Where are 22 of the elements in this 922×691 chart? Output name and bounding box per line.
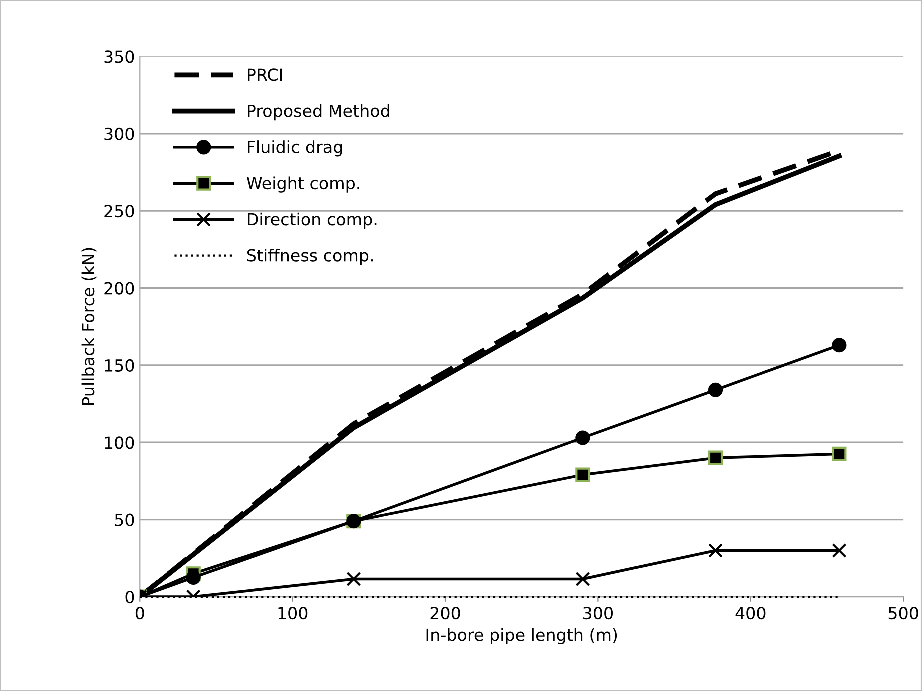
legend-label: PRCI [248, 68, 282, 82]
x-axis-title: In-bore pipe length (m) [426, 628, 618, 645]
legend-label: Weight comp. [246, 176, 360, 193]
legend-label: Stiffness comp. [247, 248, 374, 266]
y-tick-label: 150 [105, 359, 134, 372]
x-tick-label: 400 [736, 607, 766, 620]
x-tick-label: 500 [888, 607, 918, 620]
y-tick-label: 250 [104, 205, 134, 218]
legend-label: Fluidic drag [248, 140, 342, 157]
y-tick-label: 100 [105, 436, 134, 450]
y-tick-label: 0 [126, 590, 134, 604]
x-tick-label: 300 [584, 607, 613, 620]
y-tick-label: 200 [104, 282, 134, 295]
legend-label: Direction comp. [248, 212, 377, 229]
x-tick-label: 200 [430, 607, 460, 620]
y-tick-label: 50 [115, 514, 134, 526]
legend-label: Proposed Method [248, 104, 390, 121]
x-tick-label: 0 [136, 607, 144, 620]
y-tick-label: 300 [104, 128, 134, 140]
y-tick-label: 350 [104, 50, 134, 64]
x-tick-label: 100 [278, 607, 308, 620]
y-axis-title: Pullback Force (kN) [82, 248, 97, 406]
